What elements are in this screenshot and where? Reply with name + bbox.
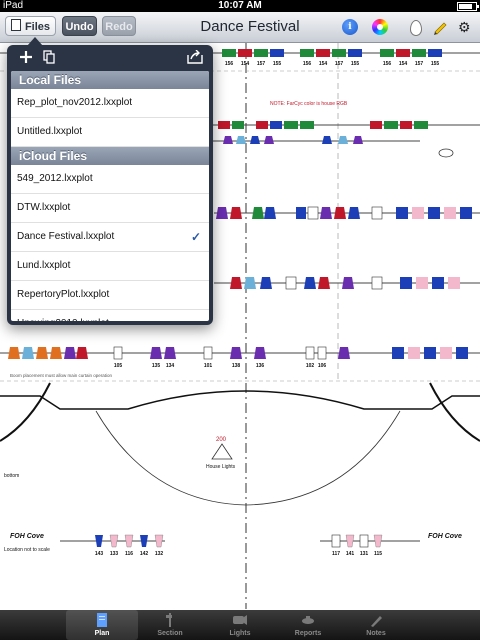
house-lights-number: 200: [216, 437, 227, 443]
tab-plan-label: Plan: [94, 630, 110, 637]
circuit-number: 117: [332, 551, 340, 557]
foh-cove-left-label: FOH Cove: [10, 533, 44, 540]
tab-reports-label: Reports: [294, 630, 322, 637]
circuit-number: 154: [241, 61, 250, 67]
file-list: Local Files Rep_plot_nov2012.lxxplot Unti…: [11, 71, 209, 321]
plan-icon: [97, 613, 107, 627]
circuit-number: 156: [303, 61, 312, 67]
files-button[interactable]: Files: [5, 16, 56, 36]
file-name: Rep_plot_nov2012.lxxplot: [17, 97, 133, 108]
circuit-number: 157: [257, 61, 266, 67]
circuit-number: 141: [346, 551, 355, 557]
circuit-number: 143: [95, 551, 104, 557]
reports-icon: [302, 616, 314, 624]
circuit-number: 156: [383, 61, 392, 67]
battery-icon: [457, 2, 479, 11]
circuit-number: 155: [273, 61, 282, 67]
settings-gear-icon[interactable]: ⚙: [458, 19, 471, 35]
file-row[interactable]: 549_2012.lxxplot: [11, 165, 209, 194]
tab-plan[interactable]: Plan: [66, 610, 138, 640]
tab-section[interactable]: Section: [134, 610, 206, 640]
icloud-files-header: iCloud Files: [11, 147, 209, 165]
file-name: DTW.lxxplot: [17, 202, 71, 213]
boom-note: Boom placement must allow main curtain o…: [10, 373, 113, 378]
circuit-number: 102: [306, 363, 315, 369]
color-wheel-icon[interactable]: [372, 19, 388, 35]
circuit-number: 105: [114, 363, 123, 369]
carrier-label: iPad: [3, 0, 24, 11]
gel-icon[interactable]: [410, 20, 422, 36]
section-icon: [166, 613, 172, 627]
tab-reports[interactable]: Reports: [272, 610, 344, 640]
tab-section-label: Section: [157, 630, 183, 637]
redo-button[interactable]: Redo: [102, 16, 136, 36]
circuit-number: 154: [399, 61, 408, 67]
tab-notes[interactable]: Notes: [340, 610, 412, 640]
file-name: Dance Festival.lxxplot: [17, 231, 115, 242]
notes-icon: [371, 616, 382, 627]
popover-toolbar: [7, 45, 213, 71]
file-row[interactable]: RepertoryPlot.lxxplot: [11, 281, 209, 310]
circuit-number: 134: [166, 363, 175, 369]
circuit-number: 131: [360, 551, 369, 557]
top-toolbar: Files Undo Redo Dance Festival i ⚙: [0, 12, 480, 43]
file-name: Untitled.lxxplot: [17, 126, 83, 137]
checkmark-icon: ✓: [190, 230, 201, 244]
circuit-number: 132: [155, 551, 164, 557]
file-row[interactable]: Lund.lxxplot: [11, 252, 209, 281]
file-name: 549_2012.lxxplot: [17, 173, 93, 184]
file-row[interactable]: Rep_plot_nov2012.lxxplot: [11, 89, 209, 118]
tab-bar: Plan Section Lights Reports Notes: [0, 610, 480, 640]
file-row[interactable]: DTW.lxxplot: [11, 194, 209, 223]
circuit-number: 136: [256, 363, 265, 369]
status-bar: iPad 10:07 AM: [0, 0, 480, 12]
document-icon: [10, 19, 21, 31]
circuit-number: 101: [204, 363, 213, 369]
tab-lights-label: Lights: [229, 630, 251, 637]
tab-lights[interactable]: Lights: [204, 610, 276, 640]
circuit-number: 116: [125, 551, 133, 557]
house-lights-label: House Lights: [206, 464, 236, 470]
undo-button[interactable]: Undo: [62, 16, 97, 36]
circuit-number: 106: [318, 363, 327, 369]
duplicate-file-icon[interactable]: [43, 50, 55, 64]
local-files-header: Local Files: [11, 71, 209, 89]
circuit-number: 154: [319, 61, 328, 67]
circuit-number: 115: [374, 551, 382, 557]
foh-cove-right-label: FOH Cove: [428, 533, 462, 540]
tab-notes-label: Notes: [366, 630, 386, 637]
share-icon[interactable]: [187, 50, 203, 64]
pencil-icon[interactable]: [432, 19, 448, 35]
add-file-icon[interactable]: [19, 50, 33, 64]
files-popover: Local Files Rep_plot_nov2012.lxxplot Unti…: [7, 37, 213, 325]
circuit-number: 135: [152, 363, 161, 369]
circuit-number: 157: [415, 61, 424, 67]
info-icon[interactable]: i: [342, 19, 358, 35]
circuit-number: 133: [110, 551, 119, 557]
circuit-number: 142: [140, 551, 149, 557]
file-name: RepertoryPlot.lxxplot: [17, 289, 110, 300]
light-plot-canvas[interactable]: NOTE: FarCyc color is house RGB: [0, 43, 480, 609]
location-note: Location not to scale: [4, 547, 50, 553]
file-row[interactable]: Upswing2010.lxxplot: [11, 310, 209, 321]
file-row[interactable]: Untitled.lxxplot: [11, 118, 209, 147]
light-plot-drawing: NOTE: FarCyc color is house RGB: [0, 43, 480, 609]
file-row[interactable]: Dance Festival.lxxplot ✓: [11, 223, 209, 252]
circuit-number: 157: [335, 61, 344, 67]
lights-icon: [233, 615, 247, 625]
plot-note: NOTE: FarCyc color is house RGB: [270, 101, 348, 107]
bottom-label: bottom: [4, 473, 19, 479]
file-name: Lund.lxxplot: [17, 260, 71, 271]
circuit-number: 155: [351, 61, 360, 67]
circuit-number: 138: [232, 363, 241, 369]
circuit-number: 156: [225, 61, 234, 67]
popover-arrow: [27, 37, 43, 46]
files-button-label: Files: [24, 21, 51, 33]
file-name: Upswing2010.lxxplot: [17, 318, 109, 321]
clock: 10:07 AM: [218, 0, 262, 11]
circuit-number: 155: [431, 61, 440, 67]
document-title: Dance Festival: [200, 18, 300, 35]
